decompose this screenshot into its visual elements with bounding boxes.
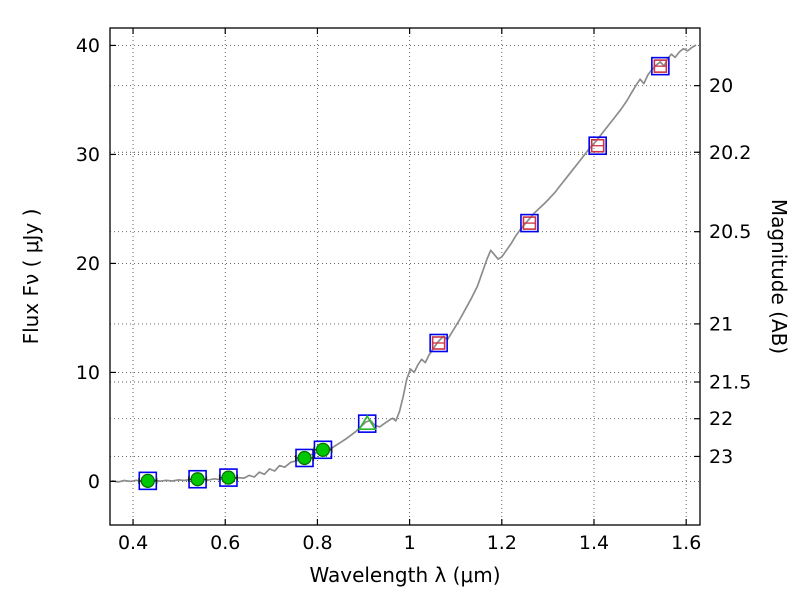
observed-photometry-green-open-triangle [357,414,377,430]
x-axis-label: Wavelength λ (μm) [309,563,500,587]
y-axis-label-left: Flux Fν ( μJy ) [19,209,43,345]
svg-text:1.6: 1.6 [671,532,701,554]
svg-text:0.6: 0.6 [210,532,240,554]
svg-text:20: 20 [76,253,100,275]
svg-text:0.4: 0.4 [118,532,148,554]
y-axis-label-right: Magnitude (AB) [767,199,791,354]
observed-photometry-red-open-squares [431,59,668,350]
svg-text:0.8: 0.8 [302,532,332,554]
svg-text:20: 20 [709,75,733,97]
svg-text:1.2: 1.2 [487,532,517,554]
svg-text:1.4: 1.4 [579,532,609,554]
svg-text:20.5: 20.5 [709,221,751,243]
svg-text:22: 22 [709,408,733,430]
svg-text:21.5: 21.5 [709,372,751,394]
svg-text:40: 40 [76,35,100,57]
svg-text:1: 1 [404,532,416,554]
svg-text:30: 30 [76,144,100,166]
tick-labels: 0.4 0.6 0.8 1 1.2 1.4 1.6 0 10 20 30 40 20 20.2 20.5 21… [76,35,752,554]
svg-text:10: 10 [76,362,100,384]
observed-photometry-green-filled-circles [138,442,333,488]
svg-text:0: 0 [88,471,100,493]
svg-text:23: 23 [709,446,733,468]
svg-text:20.2: 20.2 [709,142,751,164]
svg-text:21: 21 [709,313,733,335]
